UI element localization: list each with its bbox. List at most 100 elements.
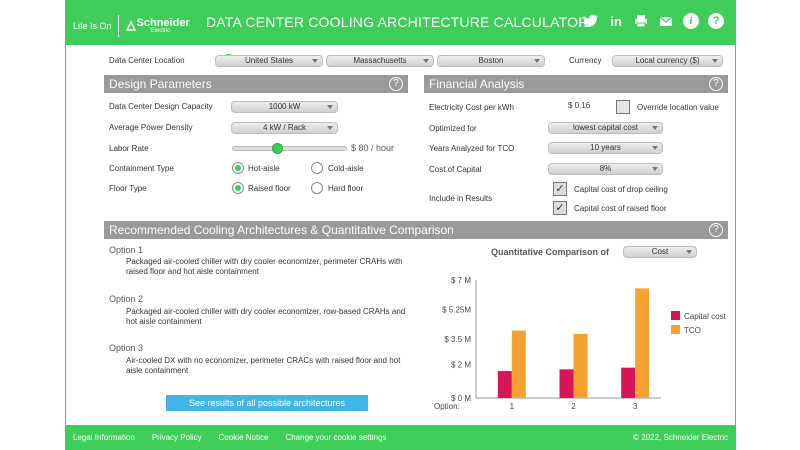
y-tick-label: $ 3.5 M — [444, 335, 471, 344]
labor-slider-thumb[interactable] — [271, 143, 283, 154]
chevron-down-icon — [652, 146, 658, 150]
schneider-logo-icon — [125, 20, 136, 31]
capital-value: 8% — [599, 164, 612, 173]
linkedin-icon[interactable]: in — [610, 13, 622, 29]
floor-label: Floor Type — [109, 184, 147, 193]
elec-value: $ 0.16 — [568, 101, 591, 110]
option-3-desc: Air-cooled DX with no economizer, perime… — [126, 356, 401, 375]
hot-aisle-label: Hot-aisle — [248, 164, 280, 173]
state-value: Massachusetts — [353, 56, 407, 65]
chevron-down-icon — [686, 250, 692, 254]
density-label: Average Power Density — [109, 123, 193, 132]
chevron-down-icon — [312, 59, 318, 63]
optimized-label: Optimized for — [429, 124, 477, 133]
city-select[interactable]: Boston — [437, 55, 545, 67]
design-panel-title: Design Parameters — [109, 77, 212, 91]
capacity-select[interactable]: 1000 kW — [231, 101, 338, 113]
logo-sub: Electric — [150, 28, 171, 34]
print-icon[interactable] — [633, 13, 649, 29]
cookie-settings-link[interactable]: Change your cookie settings — [285, 433, 387, 442]
financial-help-icon[interactable]: ? — [709, 77, 723, 91]
x-tick-label: 2 — [571, 402, 576, 411]
radio-cold-aisle[interactable] — [311, 162, 323, 174]
containment-label: Containment Type — [109, 164, 174, 173]
years-value: 10 years — [590, 143, 621, 152]
elec-label: Electricity Cost per kWh — [429, 103, 514, 112]
chevron-down-icon — [327, 126, 333, 130]
recommended-panel-title: Recommended Cooling Architectures & Quan… — [109, 223, 454, 237]
country-select[interactable]: United States — [215, 55, 323, 67]
chevron-down-icon — [652, 167, 658, 171]
bar-tco-3 — [635, 288, 650, 398]
comparison-value: Cost — [651, 247, 669, 256]
x-axis-label: Option: — [434, 402, 460, 411]
optimized-select[interactable]: lowest capital cost — [548, 122, 663, 134]
raised-floor-label: Raised floor — [248, 184, 291, 193]
capacity-label: Data Center Design Capacity — [109, 102, 213, 111]
financial-panel-title: Financial Analysis — [429, 77, 525, 91]
recommended-panel-header: Recommended Cooling Architectures & Quan… — [104, 221, 728, 239]
recommended-help-icon[interactable]: ? — [709, 223, 723, 237]
y-tick-label: $ 5.25M — [442, 306, 471, 315]
option-1-desc: Packaged air-cooled chiller with dry coo… — [126, 257, 403, 276]
capital-label: Cost of Capital — [429, 165, 482, 174]
email-icon[interactable] — [658, 13, 674, 29]
optimized-value: lowest capital cost — [573, 123, 638, 132]
privacy-link[interactable]: Privacy Policy — [151, 433, 202, 442]
years-select[interactable]: 10 years — [548, 142, 663, 154]
y-tick-label: $ 7 M — [451, 276, 471, 285]
info-icon[interactable]: i — [683, 13, 699, 29]
years-label: Years Analyzed for TCO — [429, 144, 515, 153]
currency-value: Local currency ($) — [635, 56, 700, 65]
density-select[interactable]: 4 kW / Rack — [231, 122, 338, 134]
cookie-notice-link[interactable]: Cookie Notice — [218, 433, 269, 442]
logo-name: Schneider — [136, 17, 190, 29]
brand[interactable]: Life Is On Schneider Electric — [73, 15, 190, 37]
raised-floor-checkbox[interactable]: ✓ — [553, 201, 567, 215]
labor-slider[interactable] — [232, 143, 347, 154]
chevron-down-icon — [534, 59, 540, 63]
header-bar: Life Is On Schneider Electric DATA CENTE… — [65, 0, 736, 45]
labor-label: Labor Rate — [109, 144, 149, 153]
legend-swatch — [671, 325, 680, 334]
financial-panel-header: Financial Analysis ? — [424, 75, 728, 93]
chevron-down-icon — [712, 59, 718, 63]
chevron-down-icon — [652, 126, 658, 130]
drop-ceiling-checkbox[interactable]: ✓ — [553, 182, 567, 196]
currency-select[interactable]: Local currency ($) — [612, 55, 723, 67]
legal-link[interactable]: Legal Information — [73, 433, 135, 442]
override-checkbox[interactable] — [616, 100, 630, 114]
location-label: Data Center Location — [109, 56, 185, 65]
brand-divider — [117, 15, 119, 37]
radio-raised-floor[interactable] — [232, 182, 244, 194]
raised-floor-checkbox-label: Capital cost of raised floor — [574, 204, 667, 213]
bar-capital-2 — [559, 369, 574, 398]
bar-tco-1 — [511, 330, 526, 398]
labor-value: $ 80 / hour — [351, 143, 395, 153]
option-3-title: Option 3 — [109, 343, 144, 353]
option-1-title: Option 1 — [109, 245, 144, 255]
comparison-label: Quantitative Comparison of — [491, 247, 610, 257]
footer-bar: Legal Information Privacy Policy Cookie … — [65, 425, 736, 450]
see-all-button[interactable]: See results of all possible architecture… — [166, 395, 368, 411]
help-icon[interactable]: ? — [708, 13, 724, 29]
capacity-value: 1000 kW — [268, 102, 301, 111]
main-content: Data Center Location ? United States Mas… — [65, 45, 736, 425]
bar-capital-3 — [621, 367, 636, 398]
x-tick-label: 3 — [633, 402, 638, 411]
capital-select[interactable]: 8% — [548, 163, 663, 175]
comparison-select[interactable]: Cost — [623, 246, 697, 258]
design-help-icon[interactable]: ? — [389, 77, 403, 91]
state-select[interactable]: Massachusetts — [326, 55, 434, 67]
design-panel-header: Design Parameters ? — [104, 75, 408, 93]
schneider-logo: Schneider Electric — [125, 18, 190, 34]
radio-hot-aisle[interactable] — [232, 162, 244, 174]
option-2-desc: Packaged air-cooled chiller with dry coo… — [126, 307, 406, 326]
hard-floor-label: Hard floor — [328, 184, 364, 193]
twitter-icon[interactable] — [583, 13, 599, 29]
legend-label: Capital cost — [684, 312, 727, 321]
legend-swatch — [671, 311, 680, 320]
override-label: Override location value — [637, 103, 719, 112]
radio-hard-floor[interactable] — [311, 182, 323, 194]
y-tick-label: $ 2 M — [451, 360, 471, 369]
